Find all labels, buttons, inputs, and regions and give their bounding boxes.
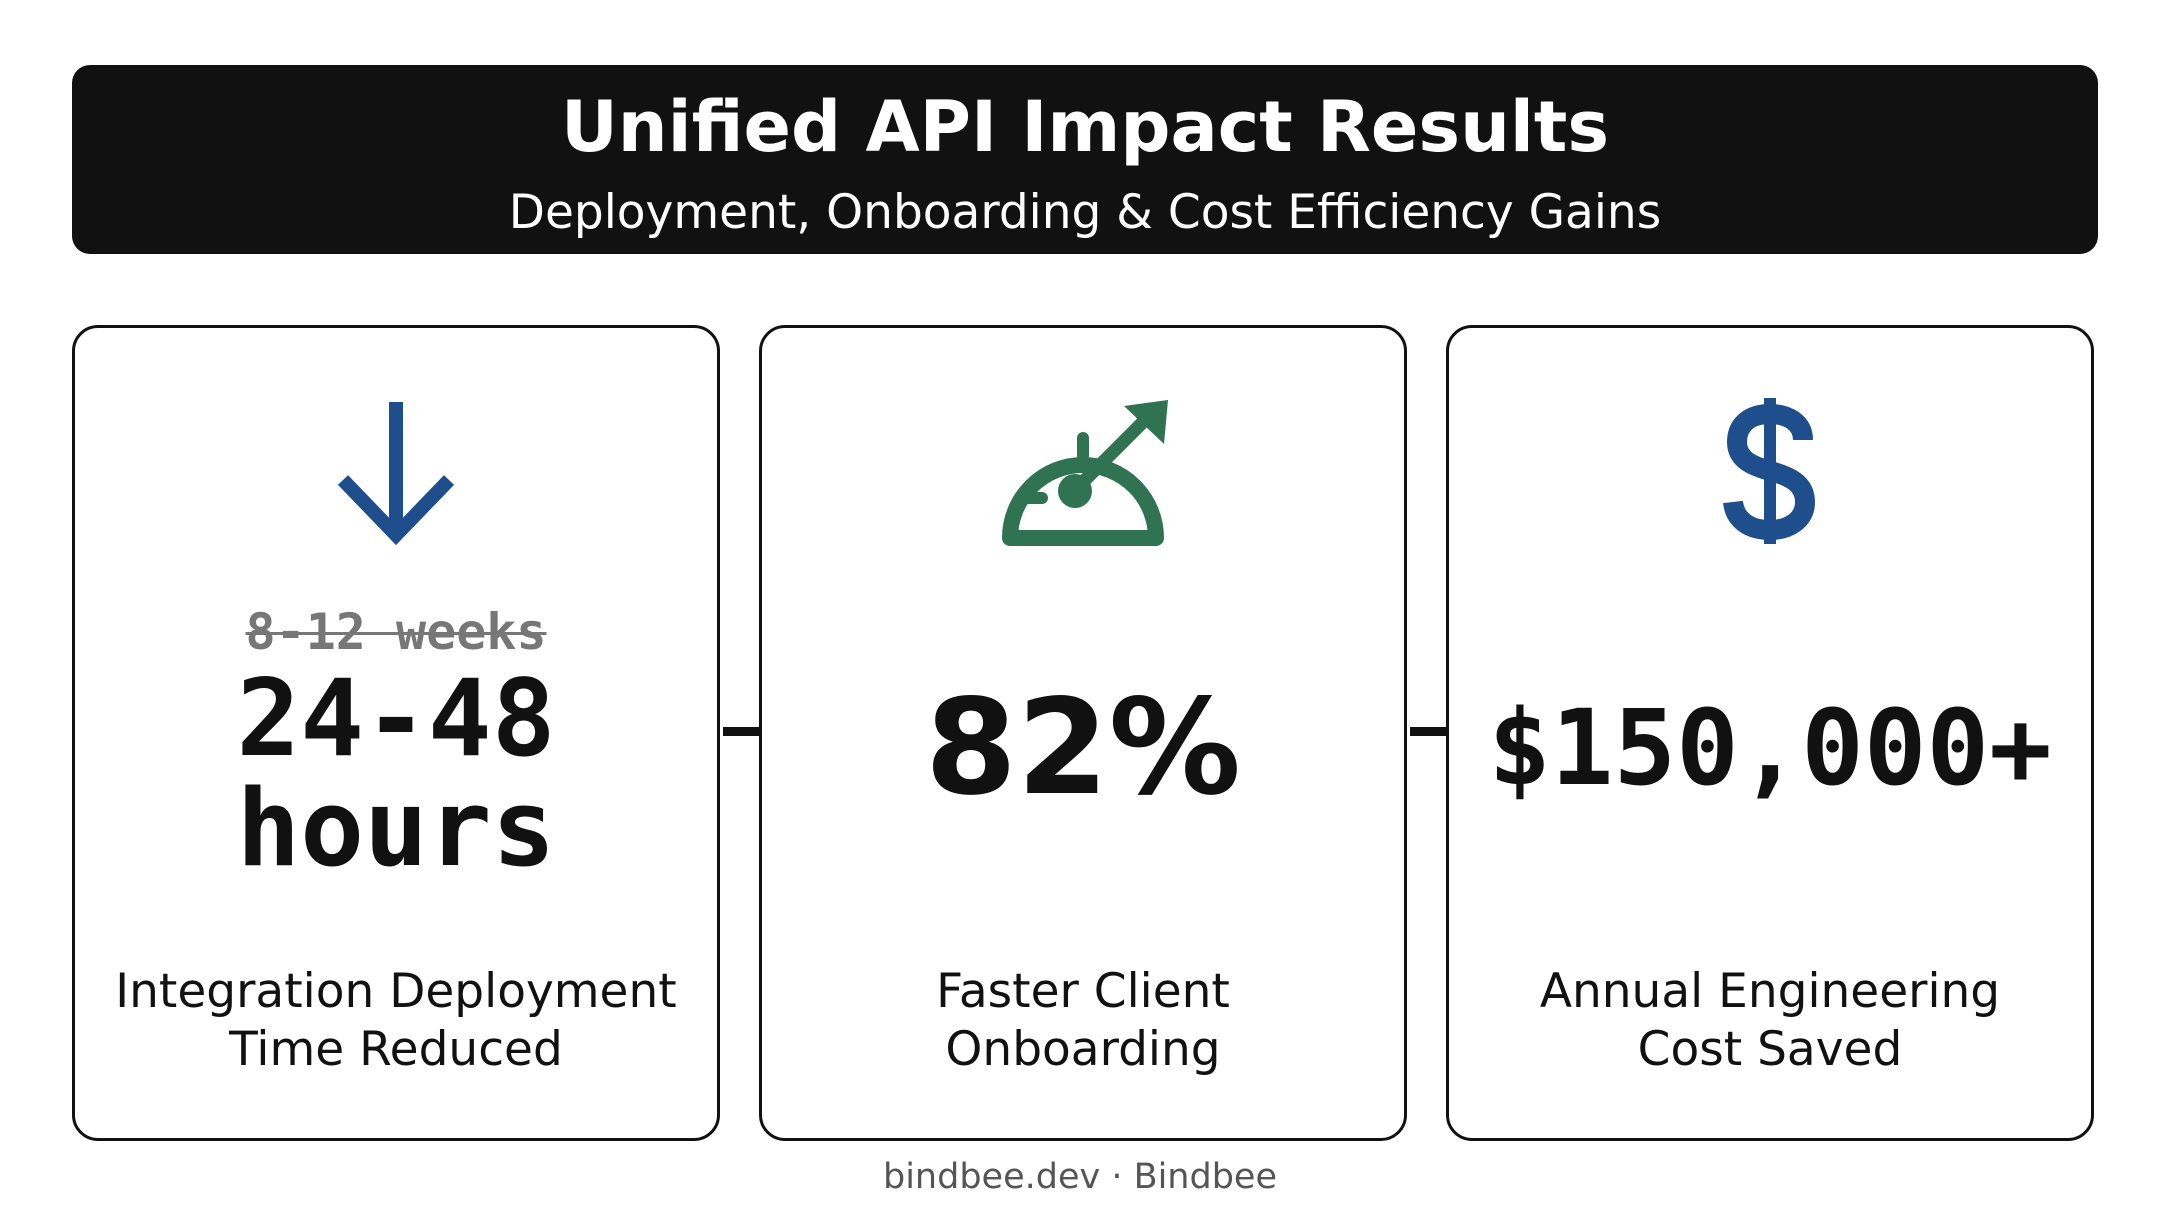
header-banner: Unified API Impact Results Deployment, O… (72, 65, 2098, 254)
page-subtitle: Deployment, Onboarding & Cost Efficiency… (508, 185, 1662, 240)
stat-card-cost-saved: $150,000+ Annual Engineering Cost Saved (1446, 325, 2094, 1141)
stat-label-line1: Integration Deployment (115, 964, 677, 1019)
stat-label: Integration Deployment Time Reduced (85, 963, 707, 1079)
connector-line-1 (723, 727, 759, 736)
dollar-icon (1449, 398, 2091, 548)
stat-label-line1: Faster Client (936, 964, 1230, 1019)
stat-label-line1: Annual Engineering (1539, 964, 2001, 1019)
stat-label-line2: Time Reduced (229, 1022, 563, 1077)
speedometer-icon (762, 398, 1404, 548)
stat-card-deployment-time: 8-12 weeks 24-48 hours Integration Deplo… (72, 325, 720, 1141)
previous-value: 8-12 weeks (245, 603, 547, 661)
footer-source: bindbee.dev · Bindbee (882, 1157, 1277, 1197)
stat-value-line2: hours (236, 767, 556, 890)
page-title: Unified API Impact Results (560, 86, 1610, 168)
connector-line-2 (1410, 727, 1446, 736)
stat-label-line2: Cost Saved (1637, 1022, 1903, 1077)
arrow-down-icon (75, 398, 717, 548)
stat-label-line2: Onboarding (945, 1022, 1221, 1077)
stat-label: Annual Engineering Cost Saved (1459, 963, 2081, 1079)
stat-value: 82% (925, 671, 1241, 825)
stat-value: 24-48 hours (75, 664, 717, 884)
stat-card-onboarding: 82% Faster Client Onboarding (759, 325, 1407, 1141)
stat-value-line1: 24-48 (236, 657, 556, 780)
stat-value: $150,000+ (1488, 687, 2052, 809)
stat-label: Faster Client Onboarding (772, 963, 1394, 1079)
